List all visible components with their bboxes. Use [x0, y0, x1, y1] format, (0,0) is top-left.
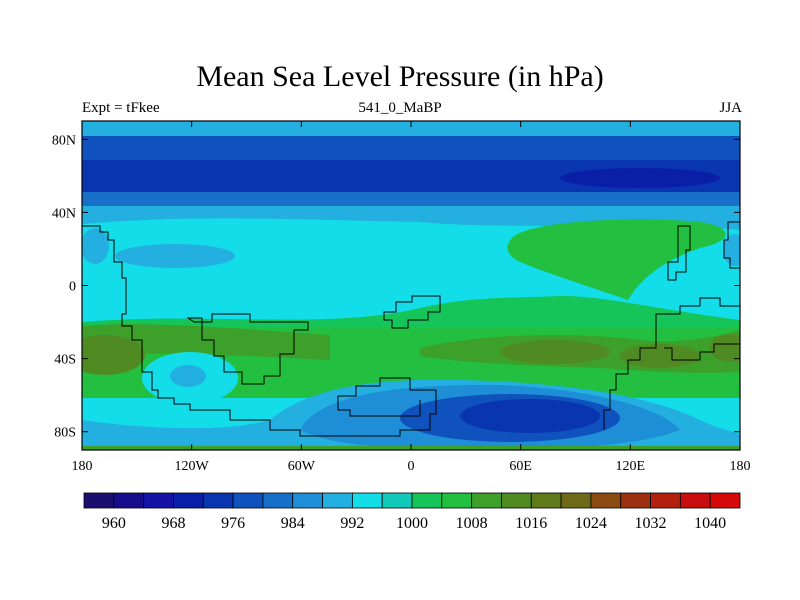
- colorbar-label: 1032: [635, 515, 667, 532]
- experiment-label: Expt = tFkee: [82, 100, 160, 116]
- polar-cap: [82, 121, 740, 136]
- x-tick-label: 0: [408, 459, 415, 474]
- colorbar-swatch: [501, 492, 532, 509]
- colorbar-swatch: [471, 492, 502, 509]
- asian-high: [507, 219, 726, 300]
- colorbar-swatch: [411, 492, 443, 509]
- south-atlantic-low-core: [170, 365, 206, 387]
- y-tick-label: 40N: [52, 206, 76, 221]
- colorbar-swatch: [560, 492, 592, 509]
- colorbar-swatch: [381, 492, 413, 509]
- y-tick-label: 0: [69, 280, 76, 295]
- colorbar-label: 1016: [515, 515, 547, 532]
- colorbar-label: 1024: [575, 515, 607, 532]
- x-tick-label: 60E: [509, 459, 532, 474]
- colorbar-swatch: [620, 492, 651, 509]
- x-tick-label: 60W: [288, 459, 316, 474]
- colorbar-swatch: [232, 492, 264, 509]
- y-axis: 80N 40N 0 40S 80S: [52, 133, 740, 441]
- arctic-low-centre: [560, 168, 720, 188]
- colorbar-label: 976: [221, 515, 245, 532]
- colorbar-swatch: [143, 492, 174, 509]
- colorbar-swatch: [530, 492, 562, 509]
- x-axis: 180 120W 60W 0 60E 120E 180: [72, 121, 751, 474]
- colorbar: 960 968 976 984 992 1000 1008 1016 1024 1032 1040: [83, 492, 741, 532]
- south-pacific-high: [82, 335, 145, 375]
- colorbar-label: 992: [340, 515, 364, 532]
- southern-subtropics: [82, 295, 740, 330]
- colorbar-swatch: [113, 492, 145, 509]
- indian-ocean-high: [500, 340, 610, 364]
- x-tick-label: 180: [72, 459, 93, 474]
- colorbar-label: 1040: [694, 515, 726, 532]
- colorbar-swatch: [650, 492, 681, 509]
- season-label: JJA: [719, 100, 742, 116]
- dateline-low: [82, 228, 109, 264]
- x-tick-label: 120E: [616, 459, 646, 474]
- pacific-low: [115, 244, 235, 268]
- australian-high: [620, 344, 700, 368]
- run-label: 541_0_MaBP: [358, 100, 442, 116]
- southern-low-centre: [460, 399, 600, 433]
- y-tick-label: 80N: [52, 133, 76, 148]
- y-tick-label: 80S: [54, 426, 76, 441]
- colorbar-swatch: [262, 492, 294, 509]
- colorbar-swatch: [202, 492, 234, 509]
- colorbar-label: 968: [161, 515, 185, 532]
- colorbar-swatch: [83, 492, 115, 509]
- x-tick-label: 120W: [175, 459, 210, 474]
- continent-outlines: [82, 221, 740, 437]
- colorbar-swatch: [709, 492, 741, 509]
- x-tick-label: 180: [730, 459, 751, 474]
- colorbar-swatch: [292, 492, 323, 509]
- colorbar-label: 1008: [456, 515, 488, 532]
- contour-field: [82, 121, 740, 450]
- colorbar-label: 1000: [396, 515, 428, 532]
- east-edge-low: [723, 234, 740, 266]
- colorbar-label: 960: [102, 515, 126, 532]
- colorbar-label: 984: [281, 515, 305, 532]
- colorbar-swatch: [590, 492, 622, 509]
- y-tick-label: 40S: [54, 353, 76, 368]
- colorbar-swatch: [679, 492, 711, 509]
- colorbar-swatch: [351, 492, 383, 509]
- map-title: Mean Sea Level Pressure (in hPa): [196, 60, 604, 93]
- colorbar-swatch: [441, 492, 473, 509]
- tasman-high: [710, 334, 740, 362]
- colorbar-swatch: [322, 492, 353, 509]
- colorbar-swatch: [173, 492, 204, 509]
- northern-gradient: [82, 192, 740, 206]
